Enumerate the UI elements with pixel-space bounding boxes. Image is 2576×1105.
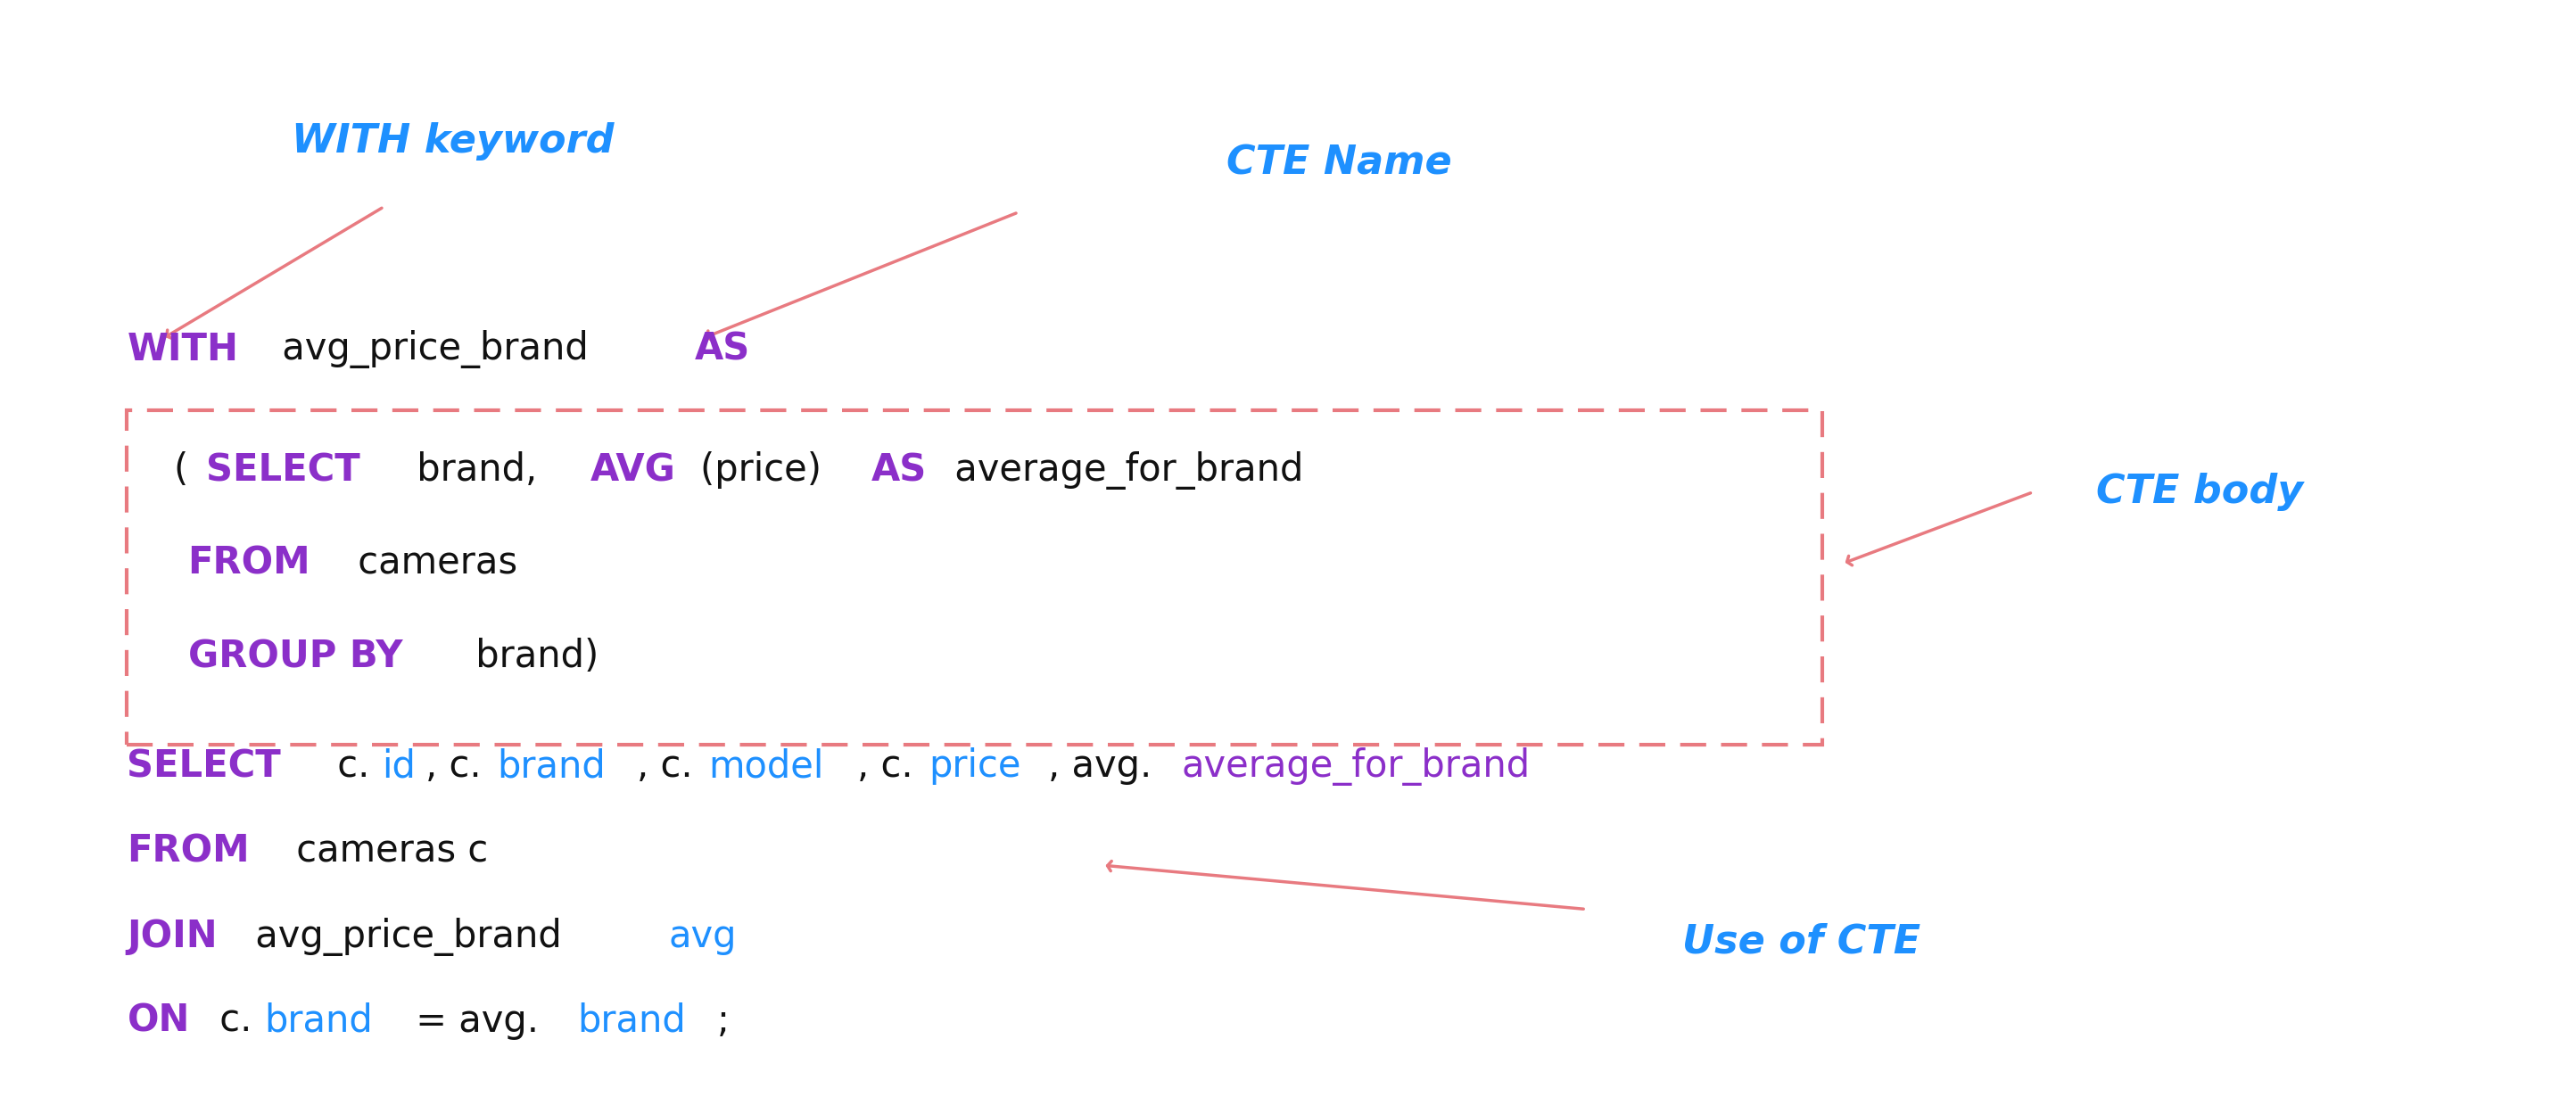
Text: CTE body: CTE body: [2097, 473, 2303, 512]
Text: SELECT: SELECT: [206, 452, 361, 488]
Text: c.: c.: [209, 1002, 252, 1040]
Text: (: (: [126, 452, 188, 488]
Text: AVG: AVG: [590, 452, 675, 488]
Text: avg: avg: [667, 918, 737, 956]
Text: avg_price_brand: avg_price_brand: [245, 917, 574, 956]
Text: brand,: brand,: [404, 452, 549, 488]
Text: SELECT: SELECT: [126, 748, 281, 786]
Text: avg_price_brand: avg_price_brand: [270, 330, 600, 369]
Text: id: id: [381, 748, 415, 786]
Text: WITH: WITH: [126, 330, 240, 368]
Text: WITH keyword: WITH keyword: [291, 122, 616, 160]
Text: ON: ON: [126, 1002, 191, 1040]
Text: brand: brand: [265, 1002, 374, 1040]
Text: cameras: cameras: [345, 545, 518, 582]
Text: , c.: , c.: [425, 748, 482, 786]
Text: average_for_brand: average_for_brand: [1182, 747, 1530, 786]
Text: Use of CTE: Use of CTE: [1682, 923, 1922, 961]
Text: GROUP BY: GROUP BY: [188, 638, 402, 675]
Text: brand: brand: [497, 748, 605, 786]
Text: , c.: , c.: [858, 748, 912, 786]
Text: FROM: FROM: [188, 545, 312, 582]
Text: model: model: [708, 748, 824, 786]
Text: average_for_brand: average_for_brand: [943, 451, 1303, 490]
Text: AS: AS: [871, 452, 927, 488]
Text: , c.: , c.: [636, 748, 693, 786]
Text: ;: ;: [716, 1002, 729, 1040]
Text: (price): (price): [701, 452, 832, 488]
Text: brand: brand: [577, 1002, 685, 1040]
Text: , avg.: , avg.: [1048, 748, 1151, 786]
Text: JOIN: JOIN: [126, 918, 216, 956]
Text: cameras c: cameras c: [286, 832, 489, 870]
Text: price: price: [930, 748, 1023, 786]
Text: AS: AS: [696, 330, 750, 368]
Text: = avg.: = avg.: [404, 1002, 538, 1040]
Text: CTE Name: CTE Name: [1226, 144, 1453, 182]
Text: c.: c.: [325, 748, 368, 786]
Text: FROM: FROM: [126, 832, 250, 870]
Text: brand): brand): [464, 638, 598, 675]
